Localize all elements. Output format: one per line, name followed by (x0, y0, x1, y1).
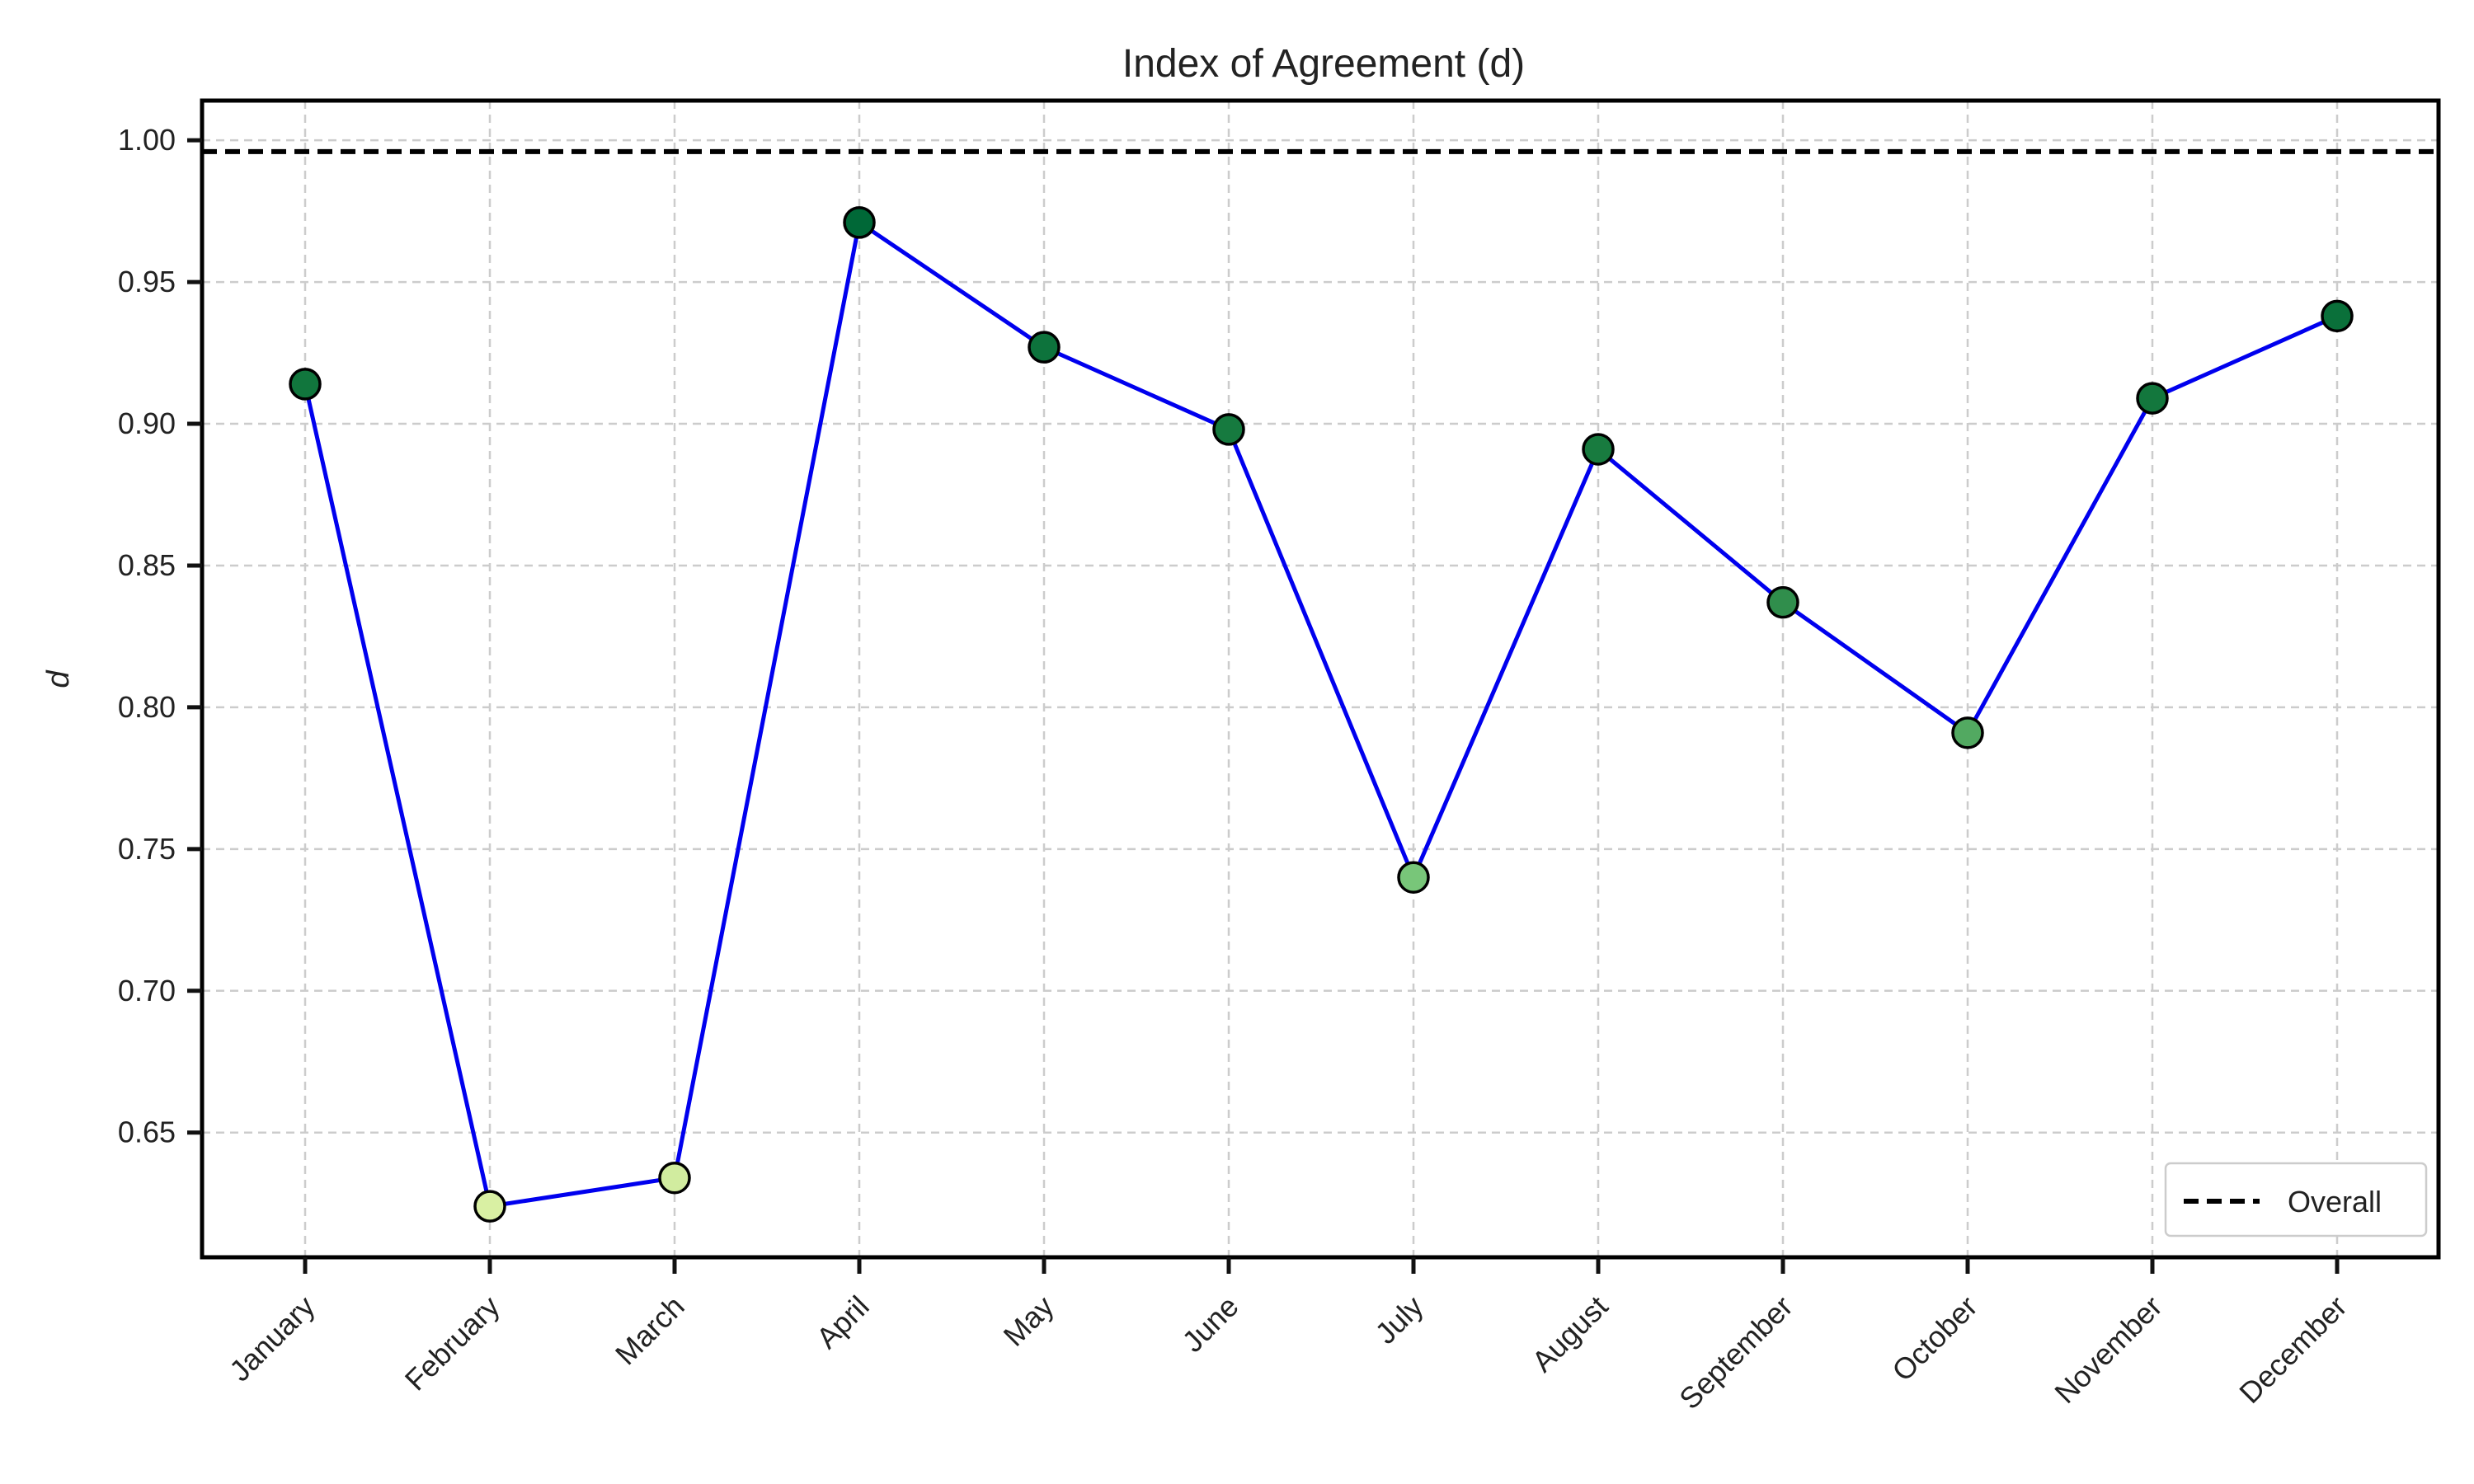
x-tick-label: May (997, 1289, 1061, 1353)
x-tick-label: September (1672, 1289, 1799, 1416)
x-tick-label: February (398, 1289, 506, 1397)
y-tick-label: 0.85 (118, 548, 176, 582)
data-point (1212, 413, 1245, 446)
legend-label-overall: Overall (2288, 1185, 2382, 1219)
x-tick-label: November (2048, 1289, 2168, 1410)
x-tick-label: December (2232, 1289, 2353, 1410)
data-point (1397, 861, 1430, 894)
y-tick-label: 0.95 (118, 265, 176, 298)
y-tick-label: 0.65 (118, 1115, 176, 1149)
x-tick-label: October (1885, 1289, 1984, 1388)
data-point (843, 206, 876, 239)
y-axis-label: d (41, 669, 76, 688)
data-point (1582, 433, 1615, 466)
y-tick-label: 0.80 (118, 690, 176, 724)
plot-frame (200, 98, 2441, 1260)
series-line (303, 220, 2339, 1209)
y-tick-label: 1.00 (118, 123, 176, 157)
x-tick-label: June (1175, 1289, 1244, 1359)
chart-title: Index of Agreement (d) (1122, 42, 1525, 86)
x-tick-label: March (609, 1289, 691, 1372)
x-tick-label: April (810, 1289, 876, 1355)
x-axis-ticks: January February March April May June July Augu… (223, 1257, 2354, 1416)
legend: Overall (2164, 1162, 2428, 1237)
y-tick-label: 0.70 (118, 974, 176, 1007)
x-tick-label: July (1368, 1289, 1429, 1350)
x-tick-label: August (1525, 1289, 1614, 1378)
y-tick-label: 0.75 (118, 832, 176, 866)
data-point (289, 368, 322, 401)
data-point (1028, 331, 1061, 364)
grid-lines (202, 101, 2439, 1257)
data-point (2321, 299, 2354, 333)
data-point (1766, 585, 1799, 619)
data-point (473, 1190, 506, 1223)
y-tick-label: 0.90 (118, 406, 176, 440)
data-point (1951, 716, 1984, 749)
data-point (2136, 382, 2169, 415)
x-tick-label: January (223, 1289, 322, 1388)
data-point (658, 1161, 691, 1195)
y-axis-ticks: 0.65 0.70 0.75 0.80 0.85 0.90 0.95 1.00 (118, 123, 202, 1149)
legend-box (2164, 1162, 2428, 1237)
data-series (289, 206, 2354, 1223)
